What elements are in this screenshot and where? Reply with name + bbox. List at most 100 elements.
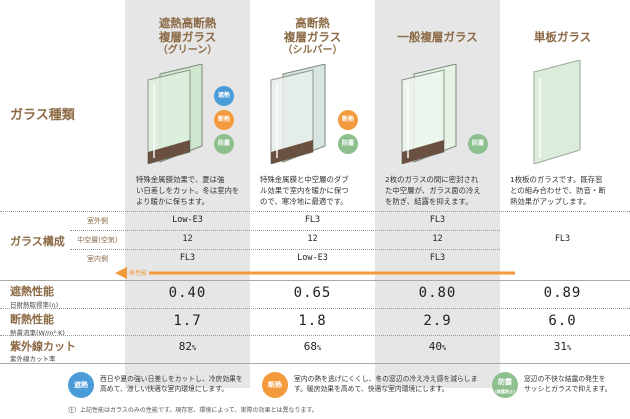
description-line: ので、寒冷地に最適です。 [260,197,348,206]
footer-line: 西日や夏の強い日差しをカットし、冷房効果を [100,375,243,383]
description-line: 特殊金属膜効果で、夏は強 [136,175,225,184]
footer-text-condensation: 窓辺の不快な結露の発生を サッシとガラスで抑えます。 [524,374,612,394]
cell-insulation: 1.7 [173,313,202,329]
cell-inner: FL3 [179,253,196,263]
column-title: 一般複層ガラス [397,30,478,44]
glass-illustration-single [533,60,581,164]
footer-line: 高めて、涼しい快適な室内環境にします。 [100,385,229,393]
description-line: 2枚のガラスの間に密封され [385,175,479,184]
row-label-uv: 紫外線カット [10,340,76,353]
description-line: との組み合わせで、防音・断 [510,186,606,195]
footer-badge-condensation: 防露 (結露防止) [492,372,518,398]
column-header-4: 単板ガラス [500,30,625,44]
badge-insulation: 断熱 [214,110,234,130]
footer-line: サッシとガラスで抑えます。 [524,385,612,393]
arrow-label: 高性能 [127,268,150,277]
column-header-1: 遮熱高断熱 複層ガラス （グリーン） [125,16,250,58]
uv-unit: % [567,344,572,352]
badge-condensation: 防露 [468,134,488,154]
column-subtitle: （グリーン） [157,45,218,56]
footer-badge-sublabel: (結露防止) [495,389,515,394]
badge-insulation: 断熱 [338,110,358,130]
column-title-2: 複層ガラス [283,30,342,44]
uv-unit: % [192,344,197,352]
divider [0,211,630,212]
description-line: を防ぎ、結露を抑えます。 [385,197,473,206]
cell-heat: 0.80 [418,285,457,301]
column-description-2: 特殊金属膜と中空層のダブ ル効果で室内を暖かに保つ ので、寒冷地に最適です。 [260,174,349,207]
footer-badge-insulation: 断熱 [262,372,288,398]
description-line: 特殊金属膜と中空層のダブ [260,175,349,184]
layer-label-middle: 中空層(空気) [77,236,118,244]
uv-unit: % [442,344,447,352]
footer-line: 室内の熱を逃げにくくし、冬の窓辺の冷え冷え感を減らしま [294,375,478,383]
cell-uv: 31% [500,340,625,353]
column-header-3: 一般複層ガラス [375,30,500,44]
cell-middle: 12 [432,234,443,244]
cell-inner: FL3 [429,253,446,263]
uv-value: 68 [303,340,318,353]
column-title-2: 複層ガラス [158,30,217,44]
column-description-3: 2枚のガラスの間に密封され た中空層が、ガラス面の冷え を防ぎ、結露を抑えます。 [385,174,481,207]
divider [0,308,630,309]
footer-line: 窓辺の不快な結露の発生を [524,375,606,383]
cell-outer: FL3 [429,215,446,225]
column-description-1: 特殊金属膜効果で、夏は強 い日差しをカット。冬は室内を より暖かに保ちます。 [136,174,239,207]
row-label-insulation: 断熱性能 [10,313,54,326]
layer-label-inner: 室内側 [87,255,108,263]
badge-condensation: 防露 [214,134,234,154]
row-sublabel-heat: 日射熱取得率(η) [10,301,59,309]
glass-illustration-green [147,64,203,164]
cell-single: FL3 [554,234,571,244]
divider [0,335,630,336]
uv-value: 40 [428,340,443,353]
cell-inner: Low-E3 [297,253,328,263]
cell-insulation: 2.9 [423,313,452,329]
cell-outer: Low-E3 [172,215,203,225]
column-description-4: 1枚板のガラスです。既存窓 との組み合わせで、防音・断 熱効果がアップします。 [510,174,606,207]
row-sublabel-uv: 紫外線カット率 [10,355,56,363]
cell-middle: 12 [182,234,193,244]
cell-insulation: 1.8 [298,313,327,329]
footer-badge-heat: 遮熱 [68,372,94,398]
description-line: より暖かに保ちます。 [136,197,210,206]
footer-text-heat: 西日や夏の強い日差しをカットし、冷房効果を 高めて、涼しい快適な室内環境にします… [100,374,243,394]
description-line: た中空層が、ガラス面の冷え [385,186,481,195]
column-shade-3 [375,0,500,388]
cell-uv: 68% [250,340,375,353]
column-title: 高断熱 [295,16,330,30]
row-label-glass-type: ガラス種類 [10,108,75,123]
footer-line: す。暖房効果を高めて、快適な室内環境にします。 [294,385,449,393]
column-shade-1 [125,0,250,388]
cell-insulation: 6.0 [548,313,577,329]
cell-heat: 0.65 [293,285,332,301]
footnote: 注）上記性能はガラスのみの性能です。現存窓、環境によって、実際の効果とは異なりま… [68,407,318,414]
description-line: い日差しをカット。冬は室内を [136,186,240,195]
divider [70,249,500,250]
cell-middle: 12 [307,234,318,244]
cell-outer: FL3 [304,215,321,225]
column-header-2: 高断熱 複層ガラス （シルバー） [250,16,375,58]
glass-illustration-general [401,64,457,164]
row-sublabel-insulation: 熱貫流率(W/m²·K) [10,329,65,337]
cell-heat: 0.89 [543,285,582,301]
glass-illustration-silver [270,64,326,164]
uv-value: 31 [553,340,568,353]
divider [70,230,500,231]
divider [0,280,630,281]
description-line: 熱効果がアップします。 [510,197,591,206]
cell-uv: 40% [375,340,500,353]
column-subtitle: （シルバー） [282,45,343,56]
badge-condensation: 防露 [338,134,358,154]
footer-text-insulation: 室内の熱を逃げにくくし、冬の窓辺の冷え冷え感を減らしま す。暖房効果を高めて、快… [294,374,477,394]
cell-uv: 82% [125,340,250,353]
divider [0,363,630,364]
cell-heat: 0.40 [168,285,207,301]
layer-label-outer: 室外側 [87,217,108,225]
description-line: ル効果で室内を暖かに保つ [260,186,349,195]
row-label-heat: 遮熱性能 [10,285,54,298]
uv-value: 82 [178,340,193,353]
description-line: 1枚板のガラスです。既存窓 [510,175,603,184]
badge-heat: 遮熱 [214,86,234,106]
row-label-structure: ガラス構成 [10,235,65,248]
